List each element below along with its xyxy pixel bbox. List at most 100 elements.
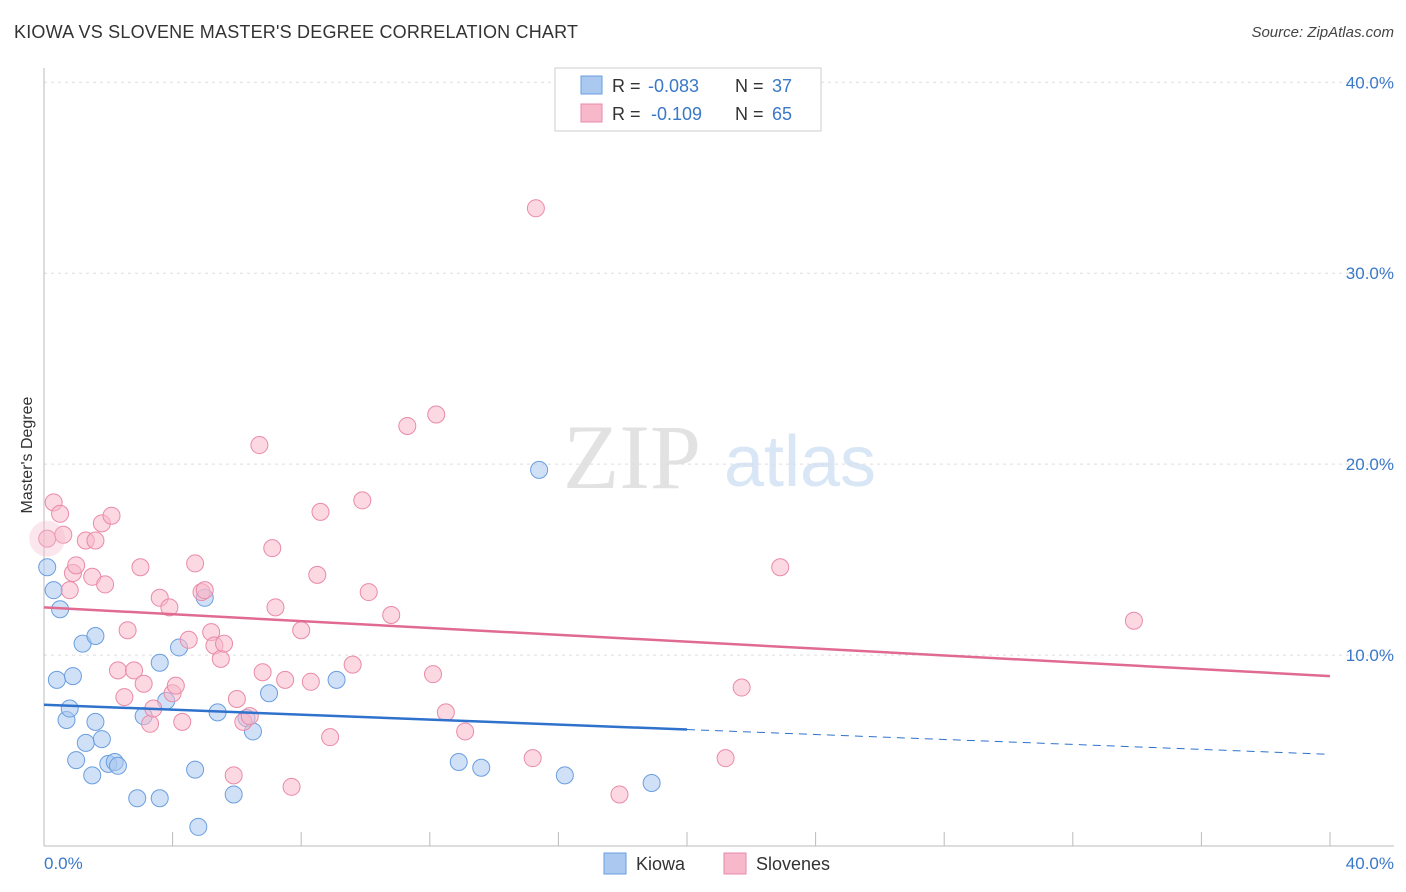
kiowa-point-3	[47, 670, 66, 689]
slovenes-point-2	[51, 504, 70, 523]
x-tick-label-max: 40.0%	[1346, 854, 1394, 873]
kiowa-point-6	[63, 667, 82, 686]
kiowa-point-11	[86, 712, 105, 731]
kiowa-trendline	[43, 703, 688, 731]
legend-r-label-slovenes: R =	[612, 104, 641, 124]
slovenes-point-46	[308, 565, 327, 584]
slovenes-point-35	[227, 689, 246, 708]
slovenes-point-38	[250, 436, 269, 455]
correlation-legend: R = -0.083 N = 37 R = -0.109 N = 65	[554, 67, 822, 132]
legend-r-value-slovenes: -0.109	[651, 104, 702, 124]
kiowa-trendline-extrapolated	[686, 729, 1331, 755]
slovenes-point-37	[240, 707, 259, 726]
kiowa-point-7	[67, 751, 86, 770]
kiowa-point-35	[555, 766, 574, 785]
chart-title: KIOWA VS SLOVENE MASTER'S DEGREE CORRELA…	[14, 22, 579, 42]
slovenes-point-44	[292, 621, 311, 640]
grid	[44, 81, 1394, 656]
slovenes-point-47	[311, 502, 330, 521]
kiowa-point-5	[60, 699, 79, 718]
slovenes-point-50	[353, 491, 372, 510]
slovenes-point-42	[276, 670, 295, 689]
slovenes-point-9	[86, 531, 105, 550]
kiowa-point-17	[128, 789, 147, 808]
slovenes-point-64	[1124, 611, 1143, 630]
bottom-legend-swatch-kiowa	[603, 852, 627, 875]
slovenes-point-48	[321, 728, 340, 747]
slovenes-point-18	[134, 674, 153, 693]
trendlines	[43, 606, 1331, 755]
y-tick-label-20: 20.0%	[1346, 455, 1394, 474]
kiowa-point-36	[642, 773, 661, 792]
slovenes-point-16	[125, 661, 144, 680]
kiowa-point-32	[449, 752, 468, 771]
slovenes-point-4	[60, 581, 79, 600]
slovenes-point-15	[118, 621, 137, 640]
slovenes-point-63	[771, 558, 790, 577]
legend-r-label-kiowa: R =	[612, 76, 641, 96]
bottom-legend-swatch-slovenes	[723, 852, 747, 875]
slovenes-point-11	[96, 575, 115, 594]
kiowa-point-24	[189, 817, 208, 836]
slovenes-point-52	[382, 605, 401, 624]
slovenes-point-34	[224, 766, 243, 785]
slovenes-point-45	[301, 672, 320, 691]
slovenes-point-17	[131, 558, 150, 577]
slovenes-trendline	[43, 606, 1331, 678]
slovenes-point-12	[102, 506, 121, 525]
x-ticks	[172, 832, 1331, 846]
kiowa-point-9	[76, 733, 95, 752]
source-credit: Source: ZipAtlas.com	[1251, 24, 1394, 41]
kiowa-point-27	[224, 785, 243, 804]
slovenes-point-14	[115, 688, 134, 707]
legend-n-value-kiowa: 37	[772, 76, 792, 96]
slovenes-point-cluster	[29, 520, 66, 557]
kiowa-point-19	[150, 789, 169, 808]
y-tick-label-30: 30.0%	[1346, 264, 1394, 283]
kiowa-point-33	[472, 758, 491, 777]
y-tick-labels: 10.0% 20.0% 30.0% 40.0%	[1346, 73, 1394, 665]
slovenes-point-25	[173, 712, 192, 731]
kiowa-point-16	[108, 756, 127, 775]
legend-n-label-kiowa: N =	[735, 76, 764, 96]
slovenes-point-53	[398, 416, 417, 435]
slovenes-point-24	[166, 676, 185, 695]
kiowa-point-1	[44, 581, 63, 600]
slovenes-point-32	[211, 649, 230, 668]
legend-n-label-slovenes: N =	[735, 104, 764, 124]
slovenes-point-40	[263, 539, 282, 558]
kiowa-point-12	[86, 626, 105, 645]
bottom-legend-label-kiowa: Kiowa	[636, 854, 686, 874]
bottom-legend-label-slovenes: Slovenes	[756, 854, 830, 874]
slovenes-point-13	[108, 661, 127, 680]
slovenes-point-61	[716, 749, 735, 768]
slovenes-point-60	[610, 785, 629, 804]
slovenes-point-43	[282, 777, 301, 796]
kiowa-point-10	[83, 766, 102, 785]
axes	[43, 68, 1394, 847]
slovenes-point-26	[179, 630, 198, 649]
kiowa-points	[38, 460, 661, 836]
kiowa-point-13	[92, 730, 111, 749]
slovenes-point-6	[67, 556, 86, 575]
slovenes-point-39	[253, 663, 272, 682]
kiowa-point-31	[327, 670, 346, 689]
y-tick-label-10: 10.0%	[1346, 646, 1394, 665]
kiowa-point-23	[186, 760, 205, 779]
slovenes-point-41	[266, 598, 285, 617]
kiowa-point-0	[38, 558, 57, 577]
slovenes-point-3	[54, 525, 73, 544]
slovenes-point-19	[141, 714, 160, 733]
legend-swatch-kiowa	[580, 75, 603, 95]
slovenes-point-58	[523, 749, 542, 768]
slovenes-point-29	[195, 581, 214, 600]
slovenes-point-51	[359, 583, 378, 602]
kiowa-point-34	[530, 460, 549, 479]
slovenes-point-54	[427, 405, 446, 424]
slovenes-point-56	[436, 703, 455, 722]
legend-swatch-slovenes	[580, 103, 603, 123]
watermark-zip: ZIP	[563, 406, 701, 508]
watermark-atlas: atlas	[724, 422, 876, 502]
slovenes-points	[29, 199, 1143, 804]
